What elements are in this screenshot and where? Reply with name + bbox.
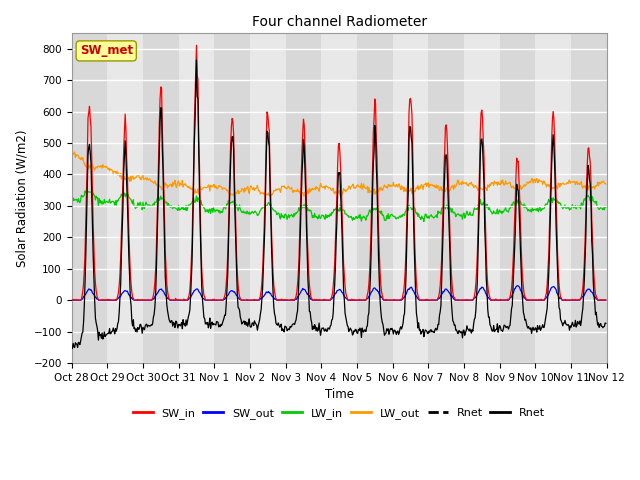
Bar	[357, 33, 392, 363]
Legend: SW_in, SW_out, LW_in, LW_out, Rnet, Rnet: SW_in, SW_out, LW_in, LW_out, Rnet, Rnet	[129, 404, 550, 423]
Bar	[428, 33, 464, 363]
Bar	[214, 33, 250, 363]
Bar	[464, 33, 500, 363]
Bar	[143, 33, 179, 363]
Bar	[535, 33, 571, 363]
Bar	[607, 33, 640, 363]
Bar	[571, 33, 607, 363]
Bar	[392, 33, 428, 363]
Bar	[250, 33, 285, 363]
Bar	[321, 33, 357, 363]
Title: Four channel Radiometer: Four channel Radiometer	[252, 15, 427, 29]
Bar	[179, 33, 214, 363]
Bar	[72, 33, 108, 363]
Bar	[285, 33, 321, 363]
Y-axis label: Solar Radiation (W/m2): Solar Radiation (W/m2)	[15, 129, 28, 267]
X-axis label: Time: Time	[324, 388, 354, 401]
Bar	[500, 33, 535, 363]
Bar	[108, 33, 143, 363]
Text: SW_met: SW_met	[79, 45, 133, 58]
